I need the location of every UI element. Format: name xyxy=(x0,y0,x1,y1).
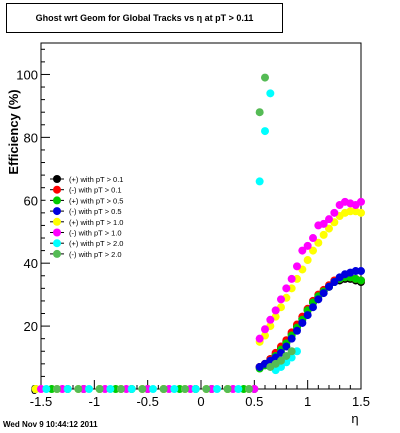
chart-title: Ghost wrt Geom for Global Tracks vs η at… xyxy=(35,13,254,23)
data-point xyxy=(357,197,365,206)
data-point xyxy=(159,385,168,393)
data-point xyxy=(234,385,243,393)
data-point xyxy=(74,385,83,393)
data-point xyxy=(319,289,328,298)
legend-label: (-) with pT > 2.0 xyxy=(69,250,122,259)
data-point xyxy=(303,311,312,320)
data-point xyxy=(309,246,317,255)
data-point xyxy=(325,215,333,224)
legend-label: (+) with pT > 0.5 xyxy=(69,196,123,205)
data-point xyxy=(170,385,179,393)
x-tick-label: 0 xyxy=(197,394,204,409)
data-point xyxy=(277,295,285,304)
chart-title-box: Ghost wrt Geom for Global Tracks vs η at… xyxy=(6,3,283,33)
data-point xyxy=(261,127,269,136)
legend-label: (+) with pT > 1.0 xyxy=(69,218,123,227)
data-point xyxy=(303,241,312,250)
x-tick-label: -0.5 xyxy=(136,394,158,409)
legend-label: (-) with pT > 1.0 xyxy=(69,229,122,238)
data-point xyxy=(298,246,307,255)
data-point xyxy=(117,385,125,393)
data-point xyxy=(202,385,211,393)
data-point xyxy=(191,385,200,393)
y-tick-label: 60 xyxy=(24,193,38,208)
data-point xyxy=(85,385,93,393)
data-point xyxy=(223,385,232,393)
data-point xyxy=(255,108,264,117)
data-point xyxy=(357,267,365,276)
legend-box xyxy=(45,172,162,260)
data-point xyxy=(261,325,269,334)
legend-marker xyxy=(53,228,61,237)
legend-marker xyxy=(53,185,61,194)
legend-marker xyxy=(53,175,61,183)
data-point xyxy=(325,282,333,291)
timestamp: Wed Nov 9 10:44:12 2011 xyxy=(3,420,98,429)
data-point xyxy=(303,256,312,265)
data-point xyxy=(277,356,285,365)
data-point xyxy=(293,326,301,335)
legend-label: (+) with pT > 0.1 xyxy=(69,175,123,184)
data-point xyxy=(282,351,291,360)
data-point xyxy=(330,278,339,287)
data-point xyxy=(309,303,317,312)
x-tick-label: 1 xyxy=(304,394,311,409)
x-tick-label: -1.5 xyxy=(30,394,52,409)
data-point xyxy=(325,224,333,233)
data-point xyxy=(149,385,157,393)
data-point xyxy=(330,208,339,217)
legend-marker xyxy=(53,217,61,226)
y-tick-label: 100 xyxy=(16,67,38,82)
data-point xyxy=(357,208,365,217)
x-axis-label: η xyxy=(351,411,358,426)
data-point xyxy=(106,385,115,393)
data-point xyxy=(213,385,221,393)
legend-marker xyxy=(53,196,61,205)
data-point xyxy=(314,238,323,247)
data-point xyxy=(282,342,291,351)
y-tick-label: 40 xyxy=(24,256,38,271)
legend-label: (+) with pT > 2.0 xyxy=(69,239,123,248)
data-point xyxy=(287,274,296,283)
y-axis-label: Efficiency (%) xyxy=(6,89,21,174)
data-point xyxy=(245,385,253,393)
x-tick-label: 0.5 xyxy=(245,394,263,409)
data-point xyxy=(255,334,264,343)
legend-label: (-) with pT > 0.5 xyxy=(69,207,122,216)
data-point xyxy=(181,385,189,393)
data-point xyxy=(293,262,301,271)
data-point xyxy=(266,89,275,98)
data-point xyxy=(314,295,323,304)
data-point xyxy=(127,385,136,393)
data-point xyxy=(53,385,61,393)
legend-marker xyxy=(53,207,61,216)
legend-marker xyxy=(53,239,61,248)
data-point xyxy=(63,385,72,393)
data-point xyxy=(42,385,51,393)
data-point xyxy=(309,234,317,243)
y-tick-label: 20 xyxy=(24,319,38,334)
data-point xyxy=(298,318,307,327)
legend-label: (-) with pT > 0.1 xyxy=(69,186,122,195)
y-tick-label: 80 xyxy=(24,130,38,145)
x-tick-label: 1.5 xyxy=(352,394,370,409)
data-point xyxy=(319,219,328,228)
data-point xyxy=(95,385,104,393)
data-point xyxy=(287,347,296,356)
data-point xyxy=(255,177,264,186)
data-point xyxy=(319,230,328,239)
x-tick-label: -1 xyxy=(89,394,101,409)
legend-marker xyxy=(53,249,61,258)
data-point xyxy=(357,276,365,285)
data-point xyxy=(138,385,147,393)
data-point xyxy=(261,73,269,82)
data-point xyxy=(282,284,291,293)
data-point xyxy=(287,334,296,343)
data-point xyxy=(271,306,280,315)
data-point xyxy=(266,315,275,324)
